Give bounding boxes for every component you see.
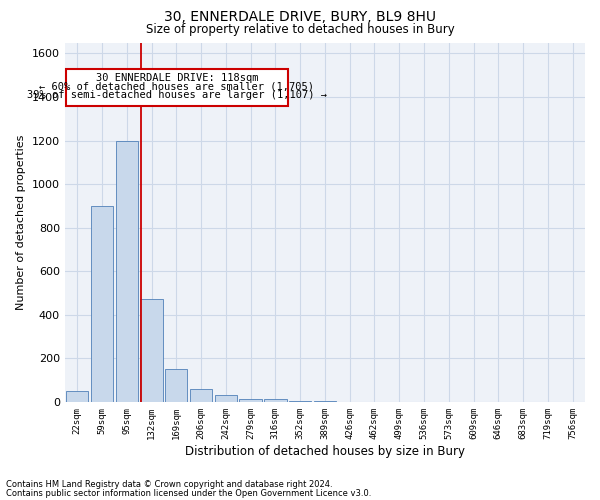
X-axis label: Distribution of detached houses by size in Bury: Distribution of detached houses by size …: [185, 444, 465, 458]
Text: Contains HM Land Registry data © Crown copyright and database right 2024.: Contains HM Land Registry data © Crown c…: [6, 480, 332, 489]
Text: 30 ENNERDALE DRIVE: 118sqm: 30 ENNERDALE DRIVE: 118sqm: [95, 73, 258, 83]
Bar: [165, 369, 187, 402]
Text: 39% of semi-detached houses are larger (1,107) →: 39% of semi-detached houses are larger (…: [27, 90, 327, 101]
FancyBboxPatch shape: [66, 68, 288, 106]
Bar: [239, 398, 262, 402]
Bar: [91, 206, 113, 402]
Text: 30, ENNERDALE DRIVE, BURY, BL9 8HU: 30, ENNERDALE DRIVE, BURY, BL9 8HU: [164, 10, 436, 24]
Bar: [289, 400, 311, 402]
Text: Size of property relative to detached houses in Bury: Size of property relative to detached ho…: [146, 22, 454, 36]
Bar: [190, 389, 212, 402]
Text: ← 60% of detached houses are smaller (1,705): ← 60% of detached houses are smaller (1,…: [40, 82, 314, 92]
Bar: [314, 400, 336, 402]
Bar: [264, 398, 287, 402]
Bar: [116, 140, 138, 402]
Bar: [215, 396, 237, 402]
Text: Contains public sector information licensed under the Open Government Licence v3: Contains public sector information licen…: [6, 488, 371, 498]
Y-axis label: Number of detached properties: Number of detached properties: [16, 134, 26, 310]
Bar: [66, 391, 88, 402]
Bar: [140, 300, 163, 402]
